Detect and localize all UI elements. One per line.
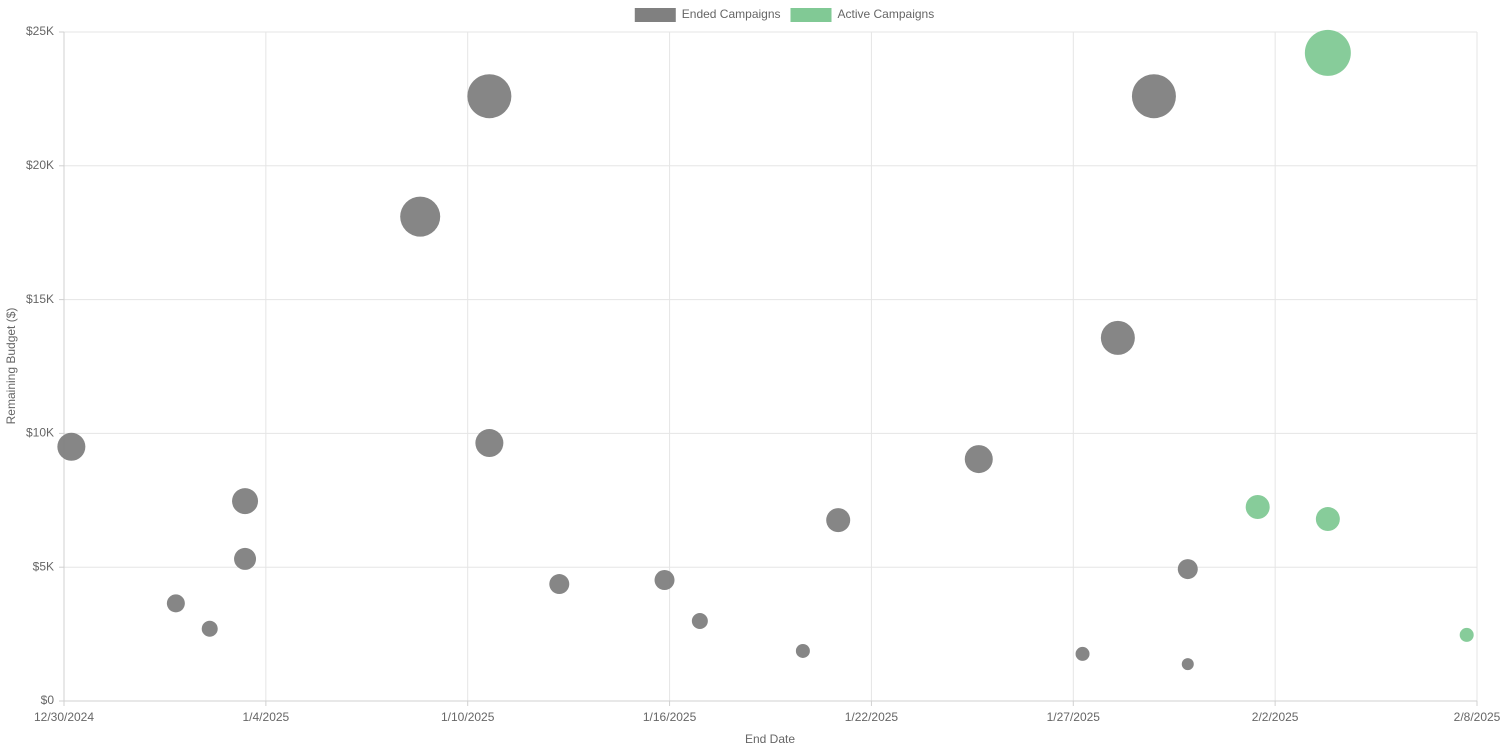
bubble (57, 432, 86, 461)
bubble (201, 620, 218, 637)
bubble (475, 429, 504, 458)
bubble (1245, 494, 1270, 519)
x-tick-label: 2/2/2025 (1252, 710, 1299, 724)
x-tick-label: 1/4/2025 (243, 710, 290, 724)
grid (59, 31, 1478, 706)
y-tick-label: $20K (26, 158, 54, 172)
bubble (826, 508, 851, 533)
bubble (166, 594, 185, 613)
bubble (232, 488, 259, 515)
legend-label: Ended Campaigns (682, 7, 781, 21)
bubble (1075, 646, 1090, 661)
x-tick-label: 1/27/2025 (1047, 710, 1101, 724)
legend-swatch (634, 8, 676, 22)
bubble (795, 643, 810, 658)
legend-item: Active Campaigns (790, 7, 935, 22)
bubble (1177, 559, 1198, 580)
bubble (234, 547, 257, 570)
x-tick-label: 2/8/2025 (1454, 710, 1501, 724)
bubble (549, 574, 570, 595)
legend: Ended Campaigns Active Campaigns (634, 7, 935, 22)
bubble (1131, 74, 1176, 119)
bubble (964, 445, 993, 474)
bubble (1304, 29, 1351, 76)
y-tick-label: $10K (26, 426, 54, 440)
y-tick-label: $5K (33, 559, 54, 573)
bubble (467, 74, 512, 119)
bubble (1315, 507, 1340, 532)
bubble (654, 570, 675, 591)
y-tick-label: $15K (26, 292, 54, 306)
y-axis-label: Remaining Budget ($) (4, 308, 18, 425)
bubble (1181, 658, 1194, 671)
bubble (1459, 627, 1474, 642)
bubble (400, 196, 441, 237)
bubble (1100, 320, 1135, 355)
legend-item: Ended Campaigns (634, 7, 781, 22)
x-axis-label: End Date (745, 732, 795, 746)
legend-swatch (790, 8, 832, 22)
y-tick-label: $0 (41, 693, 55, 707)
x-tick-label: 1/22/2025 (845, 710, 899, 724)
bubble (691, 612, 708, 629)
y-tick-label: $25K (26, 24, 54, 38)
legend-label: Active Campaigns (838, 7, 935, 21)
x-tick-label: 1/16/2025 (643, 710, 697, 724)
x-tick-label: 1/10/2025 (441, 710, 495, 724)
x-tick-label: 12/30/2024 (34, 710, 94, 724)
